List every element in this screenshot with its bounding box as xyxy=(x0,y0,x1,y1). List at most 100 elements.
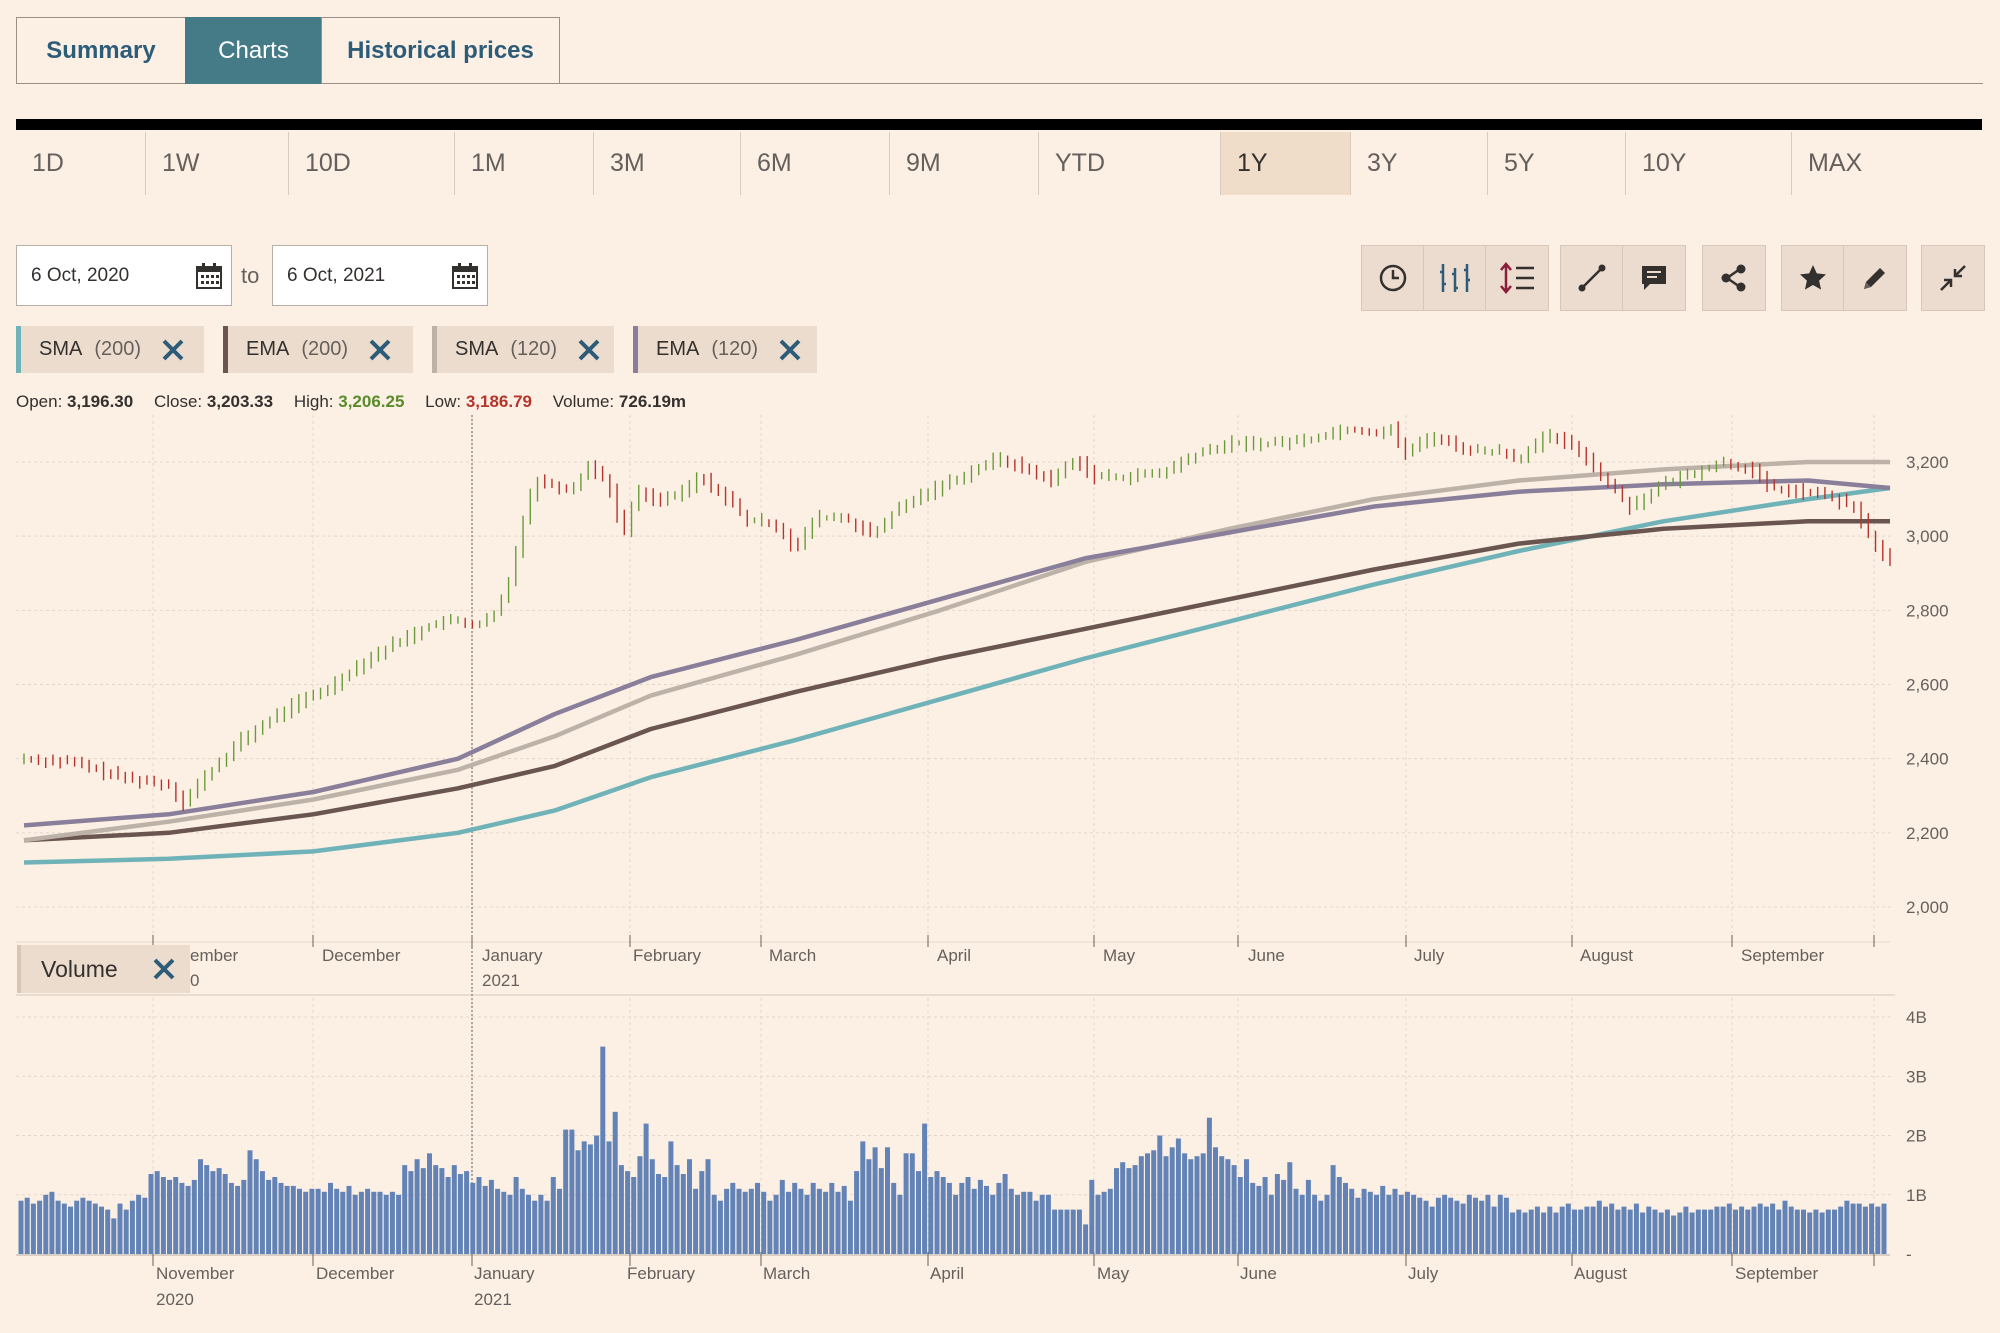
range-3m-button[interactable]: 3M xyxy=(594,132,741,195)
range-10d-button[interactable]: 10D xyxy=(289,132,455,195)
indicator-chip-sma-200[interactable]: SMA (200) xyxy=(16,326,204,373)
favourite-button[interactable] xyxy=(1782,246,1844,310)
volume-bar xyxy=(1101,1191,1107,1254)
x-tick-label: April xyxy=(937,946,971,965)
volume-bar xyxy=(767,1200,773,1254)
volume-bar xyxy=(823,1191,829,1254)
range-1d-button[interactable]: 1D xyxy=(16,132,146,195)
volume-bar xyxy=(829,1182,835,1254)
volume-bar xyxy=(1627,1209,1633,1254)
volume-bar xyxy=(940,1177,946,1254)
volume-bar xyxy=(1188,1159,1194,1254)
comment-button[interactable] xyxy=(1623,246,1685,310)
range-ytd-button[interactable]: YTD xyxy=(1039,132,1221,195)
volume-indicator-chip[interactable]: Volume xyxy=(17,945,190,993)
range-9m-button[interactable]: 9M xyxy=(890,132,1039,195)
remove-indicator-button[interactable] xyxy=(778,338,802,362)
volume-bar xyxy=(909,1153,915,1254)
volume-bar xyxy=(810,1182,816,1254)
volume-bar xyxy=(445,1177,451,1254)
volume-bar xyxy=(1714,1206,1720,1254)
volume-bar xyxy=(1776,1209,1782,1254)
volume-bar xyxy=(1386,1194,1392,1255)
volume-bar xyxy=(371,1191,377,1254)
volume-bar xyxy=(1844,1200,1850,1254)
edit-button[interactable] xyxy=(1844,246,1906,310)
volume-bar xyxy=(742,1191,748,1254)
remove-volume-button[interactable] xyxy=(152,957,176,981)
volume-bar xyxy=(1312,1194,1318,1255)
indicator-period: (120) xyxy=(510,338,558,360)
volume-bar xyxy=(297,1188,302,1254)
remove-indicator-button[interactable] xyxy=(161,338,185,362)
volume-bar xyxy=(1330,1165,1336,1254)
volume-bar xyxy=(185,1185,191,1254)
draw-line-icon xyxy=(1578,264,1605,292)
volume-bar xyxy=(668,1141,674,1254)
volume-bar xyxy=(167,1179,172,1254)
volume-bar xyxy=(606,1141,612,1254)
volume-bar xyxy=(309,1188,315,1254)
volume-bar xyxy=(414,1159,420,1254)
volume-bar xyxy=(841,1185,847,1254)
range-1y-button[interactable]: 1Y xyxy=(1221,132,1351,195)
x-tick-label: January xyxy=(474,1264,535,1283)
share-button[interactable] xyxy=(1703,246,1765,310)
volume-bar xyxy=(903,1153,909,1254)
volume-bar xyxy=(1318,1200,1324,1254)
volume-bar xyxy=(1021,1191,1027,1254)
x-tick-label: ember xyxy=(190,946,239,965)
calendar-icon[interactable] xyxy=(451,262,479,290)
volume-bar xyxy=(290,1185,296,1254)
date-from-field[interactable] xyxy=(16,245,232,306)
volume-bar xyxy=(1528,1209,1534,1254)
remove-indicator-button[interactable] xyxy=(368,338,392,362)
volume-bar xyxy=(160,1177,166,1254)
date-to-input[interactable] xyxy=(287,264,437,287)
volume-bar xyxy=(1739,1206,1745,1254)
volume-bar xyxy=(377,1191,383,1254)
date-from-input[interactable] xyxy=(31,264,181,287)
date-to-field[interactable] xyxy=(272,245,488,306)
price-chart[interactable]: 3,200 3,000 2,800 2,600 2,400 2,200 2,000 ember… xyxy=(0,410,2000,990)
volume-bar xyxy=(1163,1156,1169,1254)
volume-bar xyxy=(755,1182,760,1254)
volume-bar xyxy=(1064,1209,1070,1254)
volume-bar xyxy=(1157,1135,1163,1254)
volume-bar xyxy=(612,1111,618,1254)
volume-bar xyxy=(1262,1177,1268,1254)
indicator-period: (200) xyxy=(94,338,142,360)
indicator-chip-sma-120[interactable]: SMA (120) xyxy=(432,326,614,373)
share-icon xyxy=(1721,264,1746,292)
indicator-chip-ema-200[interactable]: EMA (200) xyxy=(223,326,413,373)
range-1w-button[interactable]: 1W xyxy=(146,132,289,195)
volume-bar xyxy=(1070,1209,1076,1254)
tab-charts[interactable]: Charts xyxy=(185,17,321,84)
range-max-button[interactable]: MAX xyxy=(1808,149,1863,177)
indicator-chip-ema-120[interactable]: EMA (120) xyxy=(633,326,817,373)
chart-style-button[interactable] xyxy=(1424,246,1486,310)
volume-bar xyxy=(247,1150,253,1254)
tab-summary[interactable]: Summary xyxy=(16,17,185,84)
volume-bar xyxy=(1429,1206,1435,1254)
y-tick-label: 2,800 xyxy=(1906,601,1949,620)
range-6m-button[interactable]: 6M xyxy=(741,132,890,195)
draw-line-button[interactable] xyxy=(1561,246,1623,310)
volume-bar xyxy=(43,1194,49,1255)
volume-chart[interactable]: 4B 3B 2B 1B - November 2020 December January 2021… xyxy=(0,990,2000,1333)
volume-bar xyxy=(656,1174,661,1254)
indicators-button[interactable] xyxy=(1486,246,1548,310)
time-button[interactable] xyxy=(1362,246,1424,310)
collapse-button[interactable] xyxy=(1922,246,1984,310)
tab-historical-prices[interactable]: Historical prices xyxy=(321,17,560,84)
remove-indicator-button[interactable] xyxy=(577,338,601,362)
range-3y-button[interactable]: 3Y xyxy=(1351,132,1488,195)
volume-bar xyxy=(1695,1209,1701,1254)
indicator-period: (200) xyxy=(301,338,349,360)
range-10y-button[interactable]: 10Y xyxy=(1626,132,1792,195)
volume-bar xyxy=(228,1182,234,1254)
volume-bar xyxy=(1491,1206,1497,1254)
calendar-icon[interactable] xyxy=(195,262,223,290)
range-1m-button[interactable]: 1M xyxy=(455,132,594,195)
range-5y-button[interactable]: 5Y xyxy=(1488,132,1626,195)
